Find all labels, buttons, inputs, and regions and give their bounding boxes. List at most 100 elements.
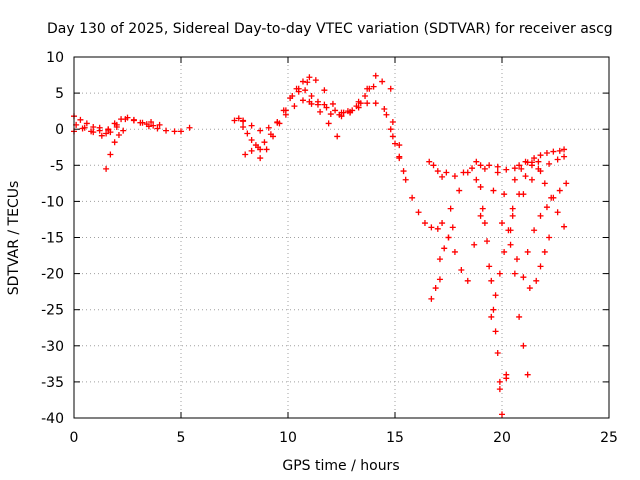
series-arc-g5 [477, 183, 505, 418]
data-point [334, 133, 341, 140]
data-point [372, 100, 379, 107]
series-arc-d2 [306, 72, 379, 116]
data-point [499, 411, 505, 418]
data-point [90, 129, 97, 136]
data-point [304, 79, 311, 86]
data-point [526, 285, 533, 292]
data-point [96, 124, 103, 131]
data-point [115, 131, 122, 138]
data-point [329, 100, 336, 107]
data-point [381, 105, 388, 112]
data-point [428, 224, 435, 231]
series-arc-d4 [338, 100, 403, 149]
data-point [554, 209, 561, 216]
data-point [503, 166, 510, 173]
x-tick-label: 5 [177, 430, 186, 446]
data-point [561, 223, 568, 230]
data-point [469, 165, 476, 172]
data-point [520, 274, 527, 281]
series-outliers [503, 371, 510, 382]
data-point [486, 162, 493, 169]
data-point [340, 109, 347, 116]
data-point [511, 176, 518, 183]
data-point [496, 270, 503, 277]
data-point [556, 187, 563, 194]
y-tick-label: 0 [55, 122, 64, 138]
data-point [107, 151, 114, 158]
y-tick-label: -5 [50, 158, 64, 174]
data-point [113, 121, 120, 128]
data-point [447, 205, 454, 212]
data-point [332, 107, 339, 114]
data-point [499, 220, 505, 227]
data-point [516, 313, 523, 320]
y-tick-label: -40 [41, 411, 64, 427]
data-point [103, 165, 110, 172]
data-point [561, 146, 568, 153]
data-point [357, 100, 364, 107]
data-point [518, 165, 525, 172]
data-point [248, 122, 255, 129]
data-point [546, 234, 553, 241]
x-tick-label: 10 [279, 430, 297, 446]
chart-title: Day 130 of 2025, Sidereal Day-to-day VTE… [47, 21, 613, 37]
data-point [531, 227, 538, 234]
data-point [98, 132, 105, 139]
series-arc-g2 [439, 158, 505, 227]
data-point [242, 151, 249, 158]
data-point [321, 87, 328, 94]
data-point [263, 146, 270, 153]
series-arc-c3 [242, 74, 313, 158]
data-point [327, 111, 334, 118]
data-point [511, 270, 518, 277]
data-point [471, 241, 478, 248]
data-point [255, 144, 262, 151]
data-point [389, 133, 396, 140]
series-arc-g1 [443, 162, 518, 180]
data-point [90, 124, 97, 131]
axis-ticks: 0 5 10 15 20 25 10 5 0 -5 -10 -15 -20 -25 -30 -35 -40 [41, 50, 618, 446]
x-tick-label: 20 [493, 430, 511, 446]
data-point [464, 277, 471, 284]
data-point [531, 155, 538, 162]
data-point [325, 120, 332, 127]
data-point [248, 147, 255, 154]
data-point [511, 165, 518, 172]
series-arc-c2 [240, 124, 264, 153]
data-point [477, 183, 484, 190]
data-point [484, 238, 491, 245]
data-point [314, 101, 321, 108]
data-point [171, 128, 178, 135]
data-point [456, 187, 463, 194]
data-point [481, 165, 488, 172]
data-point [496, 378, 503, 385]
data-point [178, 128, 184, 135]
data-point [240, 117, 247, 124]
data-point [145, 123, 152, 130]
data-point [156, 121, 163, 128]
data-point [396, 142, 403, 149]
data-point [392, 140, 398, 147]
series-arc-h1 [507, 241, 531, 378]
data-point [451, 173, 458, 180]
data-point [451, 248, 458, 255]
data-point [426, 158, 433, 165]
data-point [299, 78, 306, 85]
series-arc-a4 [103, 127, 127, 172]
data-point [441, 245, 448, 252]
data-point [509, 212, 516, 219]
data-point [501, 191, 508, 198]
data-point [488, 277, 495, 284]
data-point [415, 209, 422, 216]
data-point [154, 125, 161, 132]
data-point [561, 153, 568, 160]
data-point [479, 205, 486, 212]
data-point [105, 126, 112, 133]
series-arc-g4 [473, 176, 503, 385]
data-point [434, 168, 441, 175]
data-point [439, 220, 446, 227]
data-point [563, 180, 570, 187]
series-arc-f1 [426, 158, 446, 180]
data-point [257, 155, 264, 162]
data-point [535, 158, 542, 165]
